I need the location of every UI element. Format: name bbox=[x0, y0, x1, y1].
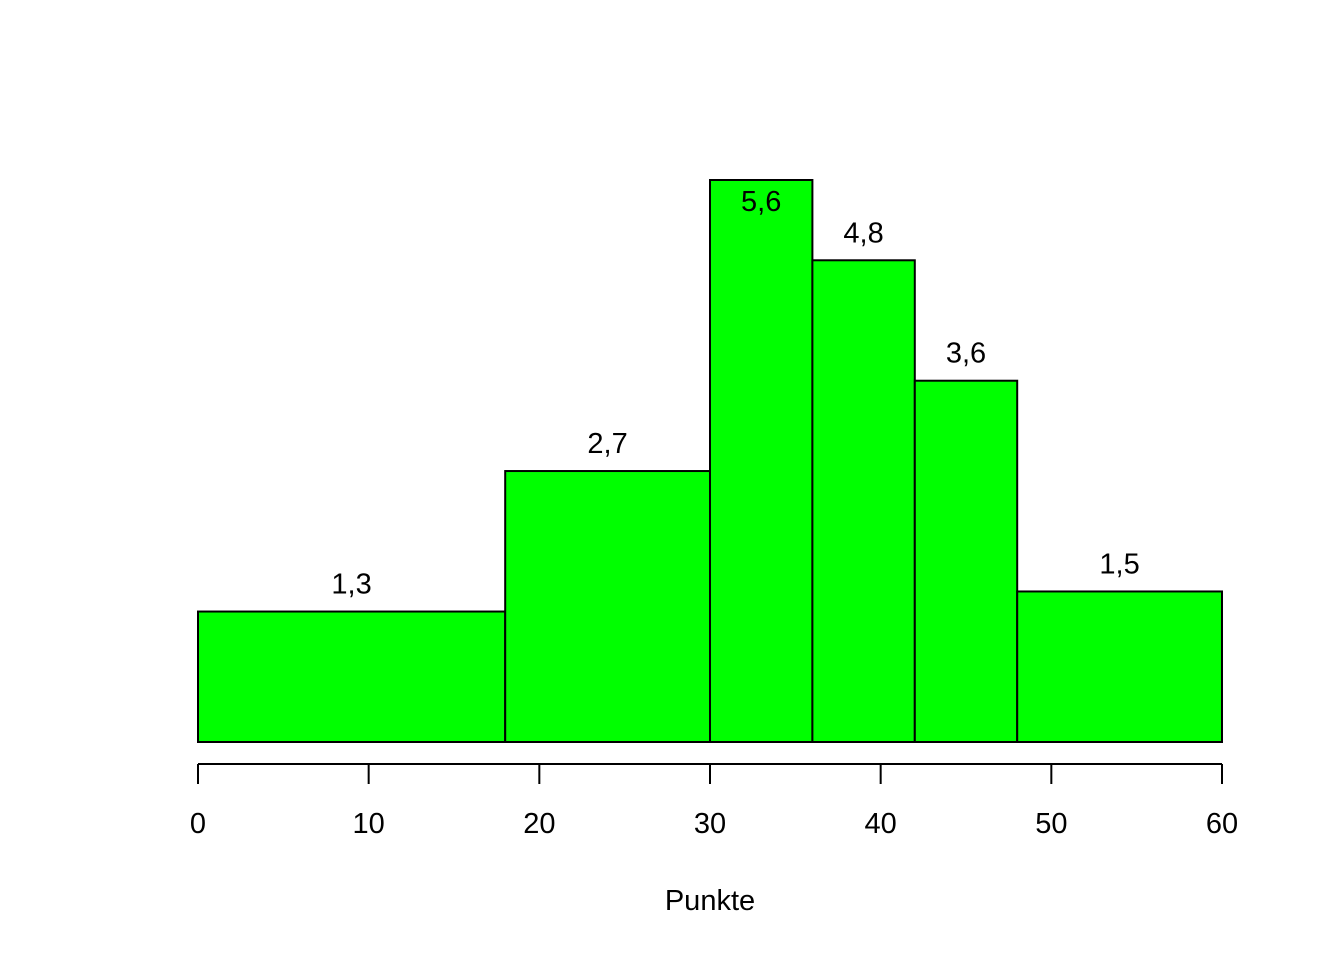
bars-layer bbox=[197, 179, 1224, 744]
x-tick-label-5: 50 bbox=[1035, 808, 1067, 840]
bar-value-label-5: 1,5 bbox=[1099, 548, 1139, 580]
data-labels-layer: 1,3 2,7 5,6 4,8 3,6 1,5 bbox=[331, 186, 1139, 601]
x-tick-label-6: 60 bbox=[1206, 808, 1238, 840]
bar-value-label-4: 3,6 bbox=[946, 338, 986, 370]
x-tick-label-0: 0 bbox=[190, 808, 206, 840]
histogram-bar-3 bbox=[811, 259, 916, 743]
x-tick-label-4: 40 bbox=[865, 808, 897, 840]
histogram-bar-0 bbox=[197, 610, 507, 743]
x-tick-label-2: 20 bbox=[523, 808, 555, 840]
x-axis: 0 10 20 30 40 50 60 bbox=[190, 763, 1238, 840]
bar-value-label-0: 1,3 bbox=[331, 569, 371, 601]
x-tick-label-1: 10 bbox=[353, 808, 385, 840]
histogram-bar-1 bbox=[504, 470, 712, 743]
bar-value-label-3: 4,8 bbox=[843, 217, 883, 249]
x-axis-label: Punkte bbox=[665, 885, 755, 917]
bar-value-label-1: 2,7 bbox=[587, 428, 627, 460]
histogram-bar-5 bbox=[1016, 590, 1224, 744]
histogram-bar-2 bbox=[709, 179, 814, 743]
x-tick-label-3: 30 bbox=[694, 808, 726, 840]
bar-value-label-2: 5,6 bbox=[741, 186, 781, 218]
histogram-bar-4 bbox=[913, 379, 1019, 743]
